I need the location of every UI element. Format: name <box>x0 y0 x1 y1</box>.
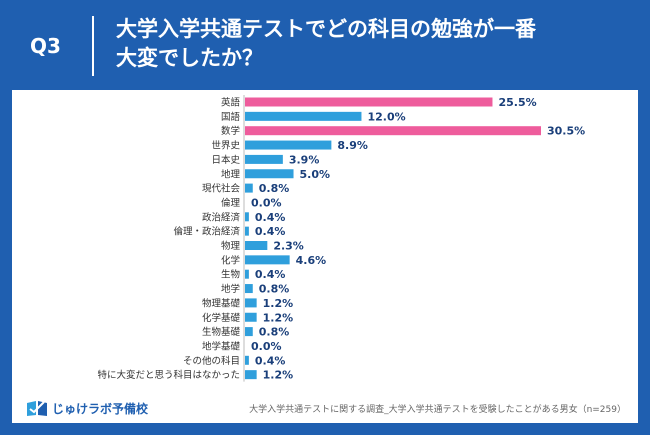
category-label: 国語 <box>221 111 241 123</box>
brand-logo: じゅけラボ予備校 <box>26 398 148 418</box>
bar <box>245 355 249 365</box>
bar <box>245 255 290 265</box>
survey-footnote: 大学入学共通テストに関する調査_大学入学共通テストを受験したことがある男女（n=… <box>249 405 626 415</box>
category-label: 現代社会 <box>202 183 241 195</box>
category-label: 倫理・政治経済 <box>173 226 240 238</box>
value-label: 1.2% <box>263 297 294 310</box>
bar <box>245 298 257 308</box>
value-label: 4.6% <box>296 254 327 267</box>
category-label: 化学基礎 <box>202 312 241 324</box>
value-label: 0.4% <box>255 225 286 238</box>
bar <box>245 226 249 236</box>
bar <box>245 183 253 193</box>
bar <box>245 370 257 380</box>
bar <box>245 284 253 294</box>
value-label: 12.0% <box>367 110 405 123</box>
category-label: 地理 <box>221 168 241 180</box>
bar <box>245 126 541 136</box>
category-label: 世界史 <box>211 140 240 152</box>
value-label: 5.0% <box>300 168 331 181</box>
value-label: 1.2% <box>263 311 294 324</box>
category-label: 生物 <box>221 269 241 281</box>
category-label: その他の科目 <box>183 355 240 367</box>
value-label: 3.9% <box>289 153 320 166</box>
value-label: 25.5% <box>498 96 536 109</box>
value-label: 0.4% <box>255 211 286 224</box>
category-label: 地学 <box>221 283 240 295</box>
value-label: 0.4% <box>255 268 286 281</box>
header-divider <box>92 16 94 76</box>
value-label: 0.0% <box>251 196 282 209</box>
brand-name: じゅけラボ予備校 <box>52 401 149 416</box>
bar <box>245 327 253 337</box>
category-label: 政治経済 <box>202 211 241 223</box>
category-label: 特に大変だと思う科目はなかった <box>97 369 240 381</box>
value-label: 1.2% <box>263 369 294 382</box>
bar <box>245 97 493 107</box>
value-label: 0.8% <box>259 283 290 296</box>
category-label: 倫理 <box>221 197 241 209</box>
value-label: 8.9% <box>337 139 368 152</box>
category-label: 化学 <box>221 254 240 266</box>
category-label: 地学基礎 <box>202 340 241 352</box>
value-label: 0.8% <box>259 326 290 339</box>
bar <box>245 312 257 322</box>
bar <box>245 169 294 179</box>
category-label: 数学 <box>221 125 240 137</box>
bar <box>245 154 283 164</box>
category-label: 英語 <box>221 97 241 109</box>
value-label: 0.4% <box>255 354 286 367</box>
bar <box>245 269 249 279</box>
question-title: 大学入学共通テストでどの科目の勉強が一番大変でしたか？ <box>116 17 536 70</box>
category-label: 日本史 <box>211 154 240 166</box>
category-label: 物理 <box>221 240 241 252</box>
bar-chart: 英語 25.5% 国語 12.0% 数学 30.5% 世界史 8.9% 日本史 3.9% 地理 5.0… <box>97 95 585 382</box>
bar <box>245 241 268 250</box>
bar <box>245 111 362 121</box>
value-label: 0.8% <box>259 182 290 195</box>
category-label: 物理基礎 <box>202 297 241 309</box>
value-label: 0.0% <box>251 340 282 353</box>
chart-panel: 英語 25.5% 国語 12.0% 数学 30.5% 世界史 8.9% 日本史 3.9% 地理 5.0… <box>12 90 638 423</box>
value-label: 2.3% <box>273 240 304 253</box>
header: Q3 大学入学共通テストでどの科目の勉強が一番大変でしたか？ <box>0 0 650 88</box>
value-label: 30.5% <box>547 125 585 138</box>
bar <box>245 140 332 150</box>
bar <box>245 212 249 222</box>
book-logo-icon <box>27 401 47 416</box>
question-number: Q3 <box>30 34 61 58</box>
category-label: 生物基礎 <box>202 326 241 338</box>
